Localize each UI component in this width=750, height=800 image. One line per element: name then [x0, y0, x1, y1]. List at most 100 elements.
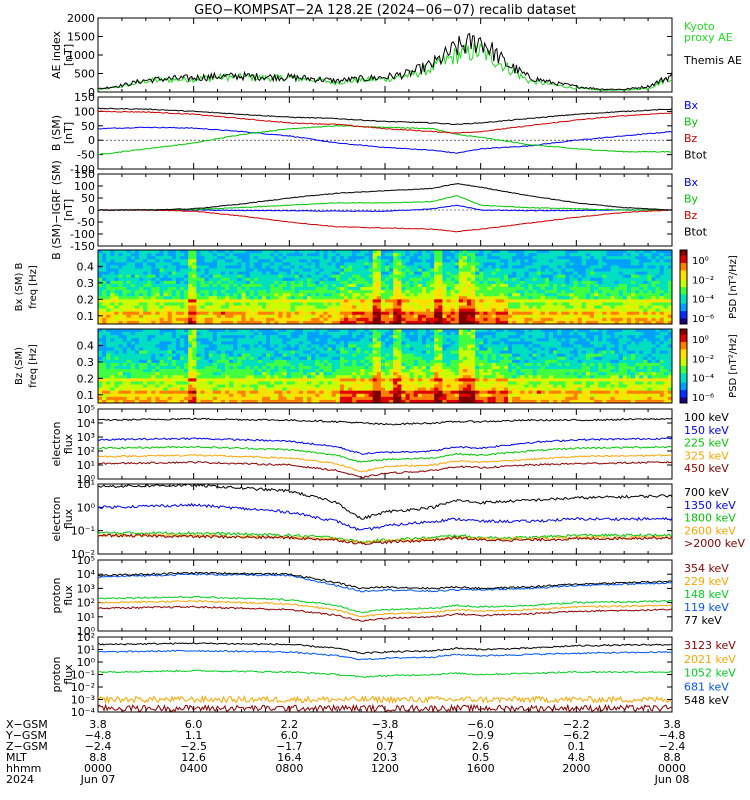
spectrogram-cell [188, 353, 193, 358]
spectrogram-cell [110, 362, 115, 367]
spectrogram-cell [610, 320, 615, 325]
spectrogram-cell [253, 353, 259, 358]
spectrogram-cell [274, 290, 279, 294]
spectrogram-cell [290, 287, 296, 291]
spectrogram-cell [643, 268, 648, 272]
spectrogram-cell [512, 253, 517, 257]
spectrogram-cell [499, 299, 505, 303]
spectrogram-cell [352, 283, 357, 288]
spectrogram-cell [180, 366, 185, 370]
spectrogram-cell [577, 308, 583, 312]
spectrogram-cell [421, 253, 427, 257]
spectrogram-cell [532, 265, 537, 269]
spectrogram-cell [639, 277, 644, 282]
spectrogram-cell [380, 302, 386, 306]
spectrogram-cell [114, 320, 119, 325]
spectrogram-cell [134, 335, 140, 339]
spectrogram-cell [458, 253, 464, 257]
spectrogram-cell [458, 271, 464, 275]
spectrogram-cell [479, 305, 484, 309]
spectrogram-cell [139, 265, 144, 269]
spectrogram-cell [426, 293, 431, 297]
spectrogram-cell [487, 271, 492, 275]
series-line [97, 110, 672, 134]
spectrogram-cell [315, 308, 320, 312]
spectrogram-cell [221, 308, 226, 312]
spectrogram-cell [278, 329, 283, 333]
spectrogram-cell [618, 290, 624, 294]
spectrogram-cell [643, 305, 648, 309]
y-axis-label: AE index [50, 30, 63, 79]
spectrogram-cell [290, 290, 296, 294]
spectrogram-cell [364, 253, 369, 257]
spectrogram-cell [294, 256, 300, 260]
spectrogram-cell [286, 299, 291, 303]
spectrogram-cell [319, 366, 324, 370]
spectrogram-cell [520, 253, 525, 257]
spectrogram-cell [483, 271, 488, 275]
spectrogram-cell [462, 287, 468, 291]
spectrogram-cell [598, 317, 603, 322]
spectrogram-cell [180, 262, 185, 266]
spectrogram-cell [118, 375, 123, 379]
spectrogram-cell [397, 302, 402, 306]
spectrogram-cell [303, 375, 308, 379]
spectrogram-cell [159, 329, 164, 333]
spectrogram-cell [204, 369, 209, 373]
spectrogram-cell [233, 393, 238, 398]
spectrogram-cell [462, 299, 468, 303]
spectrogram-cell [200, 399, 205, 404]
spectrogram-cell [294, 384, 300, 388]
spectrogram-cell [184, 305, 189, 309]
spectrogram-cell [180, 268, 185, 272]
spectrogram-cell [512, 293, 517, 297]
spectrogram-cell [602, 280, 607, 285]
spectrogram-cell [360, 250, 365, 254]
spectrogram-cell [171, 329, 177, 333]
spectrogram-cell [471, 293, 476, 297]
spectrogram-cell [98, 362, 103, 367]
spectrogram-cell [270, 311, 275, 316]
spectrogram-cell [655, 290, 660, 294]
spectrogram-cell [257, 399, 263, 404]
spectrogram-cell [229, 366, 234, 370]
spectrogram-cell [245, 359, 250, 364]
spectrogram-cell [225, 347, 230, 351]
spectrogram-cell [106, 390, 111, 395]
spectrogram-cell [667, 302, 673, 306]
spectrogram-cell [651, 299, 656, 303]
spectrogram-cell [294, 329, 300, 333]
spectrogram-cell [442, 250, 447, 254]
spectrogram-cell [491, 280, 496, 285]
spectrogram-cell [409, 311, 414, 316]
spectrogram-cell [180, 256, 185, 260]
spectrogram-cell [270, 353, 275, 358]
spectrogram-cell [102, 347, 107, 351]
spectrogram-cell [102, 253, 107, 257]
spectrogram-cell [311, 314, 316, 319]
spectrogram-cell [274, 350, 279, 354]
spectrogram-cell [327, 283, 332, 288]
spectrogram-cell [401, 299, 406, 303]
spectrogram-cell [151, 399, 156, 404]
spectrogram-cell [344, 293, 349, 297]
spectrogram-cell [139, 372, 144, 376]
spectrogram-cell [393, 302, 398, 306]
spectrogram-cell [467, 259, 472, 263]
spectrogram-cell [204, 344, 209, 348]
spectrogram-cell [471, 317, 476, 322]
y-tick-label: 0.1 [77, 310, 95, 323]
spectrogram-cell [462, 293, 468, 297]
spectrogram-cell [540, 280, 546, 285]
spectrogram-cell [618, 302, 624, 306]
spectrogram-cell [311, 320, 316, 325]
colorbar-segment [680, 272, 687, 275]
spectrogram-cell [188, 293, 193, 297]
spectrogram-cell [569, 280, 574, 285]
spectrogram-cell [196, 375, 201, 379]
spectrogram-cell [212, 372, 218, 376]
spectrogram-cell [581, 262, 587, 266]
spectrogram-cell [294, 356, 300, 361]
spectrogram-cell [163, 384, 168, 388]
